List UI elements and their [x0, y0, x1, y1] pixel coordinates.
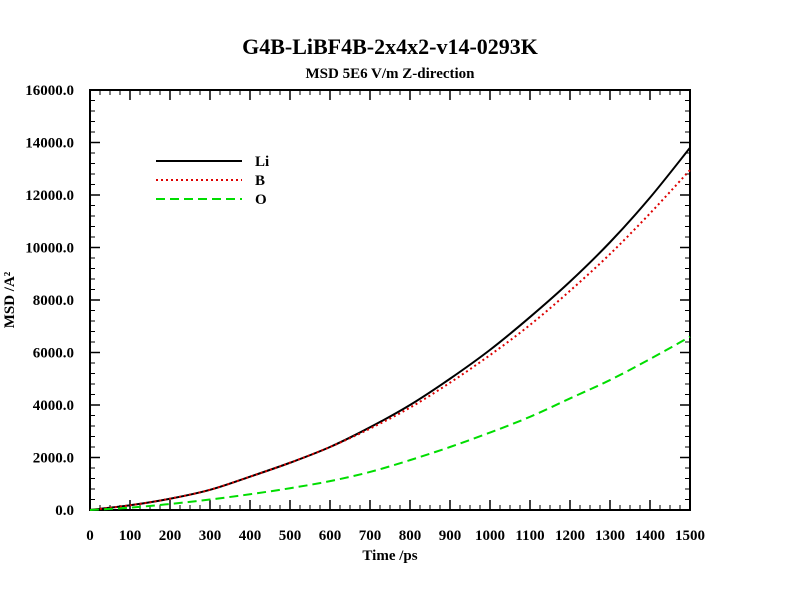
y-tick-label: 0.0	[55, 503, 74, 519]
y-tick-label: 4000.0	[33, 398, 74, 414]
y-tick-label: 14000.0	[25, 136, 74, 152]
y-axis-title: MSD /A²	[2, 271, 18, 328]
x-tick-label: 200	[159, 528, 182, 544]
x-tick-label: 1000	[475, 528, 505, 544]
legend-label-o: O	[255, 192, 267, 208]
x-tick-label: 1500	[675, 528, 705, 544]
axis-ticks	[89, 89, 691, 511]
y-tick-label: 10000.0	[25, 241, 74, 257]
y-tick-label: 16000.0	[25, 83, 74, 99]
x-tick-label: 100	[119, 528, 142, 544]
x-tick-label: 500	[279, 528, 302, 544]
x-tick-label: 900	[439, 528, 462, 544]
y-tick-label: 6000.0	[33, 346, 74, 362]
legend-label-li: Li	[255, 154, 269, 170]
chart-title: G4B-LiBF4B-2x4x2-v14-0293K	[242, 34, 538, 59]
y-tick-label: 2000.0	[33, 451, 74, 467]
series-line-o	[89, 335, 691, 511]
series-line-b	[89, 169, 691, 511]
x-axis-title: Time /ps	[362, 548, 417, 564]
series-line-li	[89, 147, 691, 511]
y-tick-label: 12000.0	[25, 188, 74, 204]
series-lines	[89, 147, 691, 511]
legend: Li BO	[156, 154, 269, 208]
x-tick-label: 1200	[555, 528, 585, 544]
x-tick-label: 600	[319, 528, 342, 544]
x-tick-label: 300	[199, 528, 222, 544]
x-tick-label: 1300	[595, 528, 625, 544]
chart-subtitle: MSD 5E6 V/m Z-direction	[305, 66, 475, 82]
x-tick-label: 1400	[635, 528, 665, 544]
y-tick-label: 8000.0	[33, 293, 74, 309]
x-tick-label: 0	[86, 528, 94, 544]
x-tick-label: 1100	[515, 528, 544, 544]
legend-label-b: B	[255, 173, 265, 189]
x-tick-label: 700	[359, 528, 382, 544]
y-tick-labels: 0.0 2000.0 4000.0 6000.0 8000.0 10000.0 12000.…	[25, 83, 74, 519]
x-tick-labels: 0 100 200 300 400 500 600 700 800 900 1000 1100 1200…	[86, 528, 705, 544]
x-tick-label: 400	[239, 528, 262, 544]
plot-frame	[89, 89, 691, 511]
x-tick-label: 800	[399, 528, 422, 544]
